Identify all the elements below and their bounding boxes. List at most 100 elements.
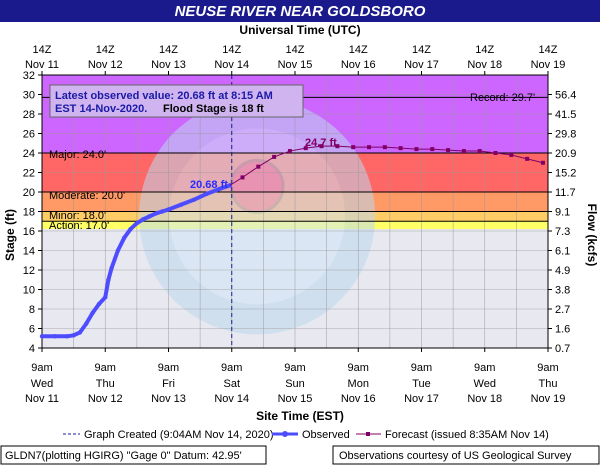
observed-point bbox=[153, 211, 159, 216]
left-tick-label: 18 bbox=[23, 207, 35, 219]
legend: Graph Created (9:04AM Nov 14, 2020) Obse… bbox=[63, 429, 549, 441]
bottom-tick-time: 9am bbox=[31, 362, 52, 374]
forecast-point bbox=[319, 144, 324, 149]
right-tick-label: 7.3 bbox=[555, 226, 570, 238]
observed-point bbox=[39, 334, 45, 339]
bottom-tick-date: Nov 15 bbox=[278, 393, 313, 405]
record-label: Record: 29.7' bbox=[470, 92, 535, 104]
left-tick-label: 6 bbox=[29, 324, 35, 336]
forecast-legend-marker bbox=[366, 432, 370, 436]
forecast-point bbox=[287, 149, 292, 154]
top-tick-date: Nov 17 bbox=[404, 59, 439, 71]
top-tick-label: 14Z bbox=[159, 44, 178, 56]
moderate-label: Moderate: 20.0' bbox=[49, 190, 125, 202]
observed-point bbox=[134, 221, 140, 226]
top-tick-label: 14Z bbox=[286, 44, 305, 56]
forecast-point bbox=[446, 148, 451, 153]
forecast-point bbox=[509, 152, 514, 157]
chart-title: NEUSE RIVER NEAR GOLDSBORO bbox=[175, 3, 426, 20]
right-axis-title: Flow (kcfs) bbox=[585, 204, 599, 267]
forecast-point bbox=[367, 145, 372, 150]
action-label: Action: 17.0' bbox=[49, 220, 109, 232]
top-tick-date: Nov 19 bbox=[531, 59, 566, 71]
right-tick-label: 6.1 bbox=[555, 246, 570, 258]
forecast-point bbox=[303, 146, 308, 151]
forecast-point bbox=[477, 149, 482, 154]
forecast-peak-label: 24.7 ft bbox=[305, 137, 337, 149]
left-tick-label: 32 bbox=[23, 70, 35, 82]
right-tick-label: 56.4 bbox=[555, 90, 576, 102]
observed-point bbox=[65, 334, 70, 339]
observed-point bbox=[109, 265, 114, 271]
left-tick-label: 14 bbox=[23, 246, 35, 258]
observed-point bbox=[204, 191, 209, 197]
right-tick-label: 2.7 bbox=[555, 304, 570, 316]
observed-point bbox=[106, 277, 111, 282]
top-axis-title: Universal Time (UTC) bbox=[239, 23, 360, 37]
bottom-tick-date: Nov 19 bbox=[531, 393, 566, 405]
right-tick-label: 20.9 bbox=[555, 148, 576, 160]
bottom-tick-time: 9am bbox=[411, 362, 432, 374]
forecast-point bbox=[540, 160, 545, 165]
observed-legend-marker bbox=[282, 431, 288, 437]
bottom-tick-day: Sun bbox=[285, 378, 305, 390]
top-tick-date: Nov 15 bbox=[278, 59, 313, 71]
observed-point bbox=[166, 207, 171, 212]
observed-point bbox=[159, 209, 165, 214]
bottom-tick-date: Nov 17 bbox=[404, 393, 439, 405]
bottom-tick-time: 9am bbox=[158, 362, 179, 374]
bottom-tick-day: Thu bbox=[539, 378, 558, 390]
forecast-point bbox=[272, 154, 277, 159]
bottom-tick-day: Thu bbox=[96, 378, 115, 390]
left-tick-label: 16 bbox=[23, 226, 35, 238]
right-tick-label: 1.6 bbox=[555, 324, 570, 336]
left-tick-label: 24 bbox=[23, 148, 35, 160]
forecast-point bbox=[398, 146, 403, 151]
bottom-tick-date: Nov 11 bbox=[25, 393, 59, 405]
footer-datum: GLDN7(plotting HGIRG) "Gage 0" Datum: 42… bbox=[5, 450, 242, 462]
bottom-tick-date: Nov 13 bbox=[151, 393, 186, 405]
info-line1: Latest observed value: 20.68 ft at 8:15 … bbox=[55, 90, 273, 102]
legend-observed: Observed bbox=[302, 429, 350, 441]
watermark-inner-disc bbox=[169, 128, 346, 305]
info-box: Latest observed value: 20.68 ft at 8:15 … bbox=[49, 84, 304, 118]
bottom-tick-date: Nov 14 bbox=[214, 393, 249, 405]
forecast-point bbox=[382, 145, 387, 150]
observed-point bbox=[96, 301, 102, 307]
bottom-tick-day: Sat bbox=[223, 378, 240, 390]
observed-point bbox=[216, 186, 222, 192]
top-tick-date: Nov 18 bbox=[467, 59, 502, 71]
top-tick-date: Nov 11 bbox=[25, 59, 59, 71]
bottom-tick-time: 9am bbox=[537, 362, 558, 374]
observed-point bbox=[103, 295, 108, 300]
left-axis-title: Stage (ft) bbox=[3, 209, 17, 261]
forecast-point bbox=[493, 151, 498, 155]
forecast-point bbox=[256, 164, 261, 169]
legend-graph-created: Graph Created (9:04AM Nov 14, 2020) bbox=[84, 429, 274, 441]
forecast-point bbox=[240, 175, 245, 180]
right-tick-label: 0.7 bbox=[555, 343, 570, 355]
title-bar: NEUSE RIVER NEAR GOLDSBORO bbox=[0, 0, 600, 22]
bottom-tick-day: Wed bbox=[474, 378, 496, 390]
right-tick-label: 9.1 bbox=[555, 207, 570, 219]
top-tick-date: Nov 14 bbox=[214, 59, 249, 71]
observed-point bbox=[84, 321, 89, 326]
observed-point bbox=[52, 334, 57, 339]
forecast-point bbox=[335, 144, 340, 149]
footer-credit: Observations courtesy of US Geological S… bbox=[339, 450, 572, 462]
forecast-point bbox=[461, 149, 466, 154]
top-tick-label: 14Z bbox=[222, 44, 241, 56]
minor-label: Minor: 18.0' bbox=[49, 210, 106, 222]
left-tick-label: 10 bbox=[23, 285, 35, 297]
left-tick-label: 4 bbox=[29, 343, 35, 355]
observed-point bbox=[77, 330, 83, 335]
observed-point bbox=[128, 226, 133, 232]
right-tick-label: 3.8 bbox=[555, 285, 570, 297]
bottom-tick-time: 9am bbox=[284, 362, 305, 374]
top-tick-label: 14Z bbox=[96, 44, 115, 56]
legend-forecast: Forecast (issued 8:35AM Nov 14) bbox=[385, 429, 549, 441]
right-tick-label: 29.8 bbox=[555, 129, 576, 141]
left-tick-label: 20 bbox=[23, 187, 35, 199]
top-tick-label: 14Z bbox=[349, 44, 368, 56]
